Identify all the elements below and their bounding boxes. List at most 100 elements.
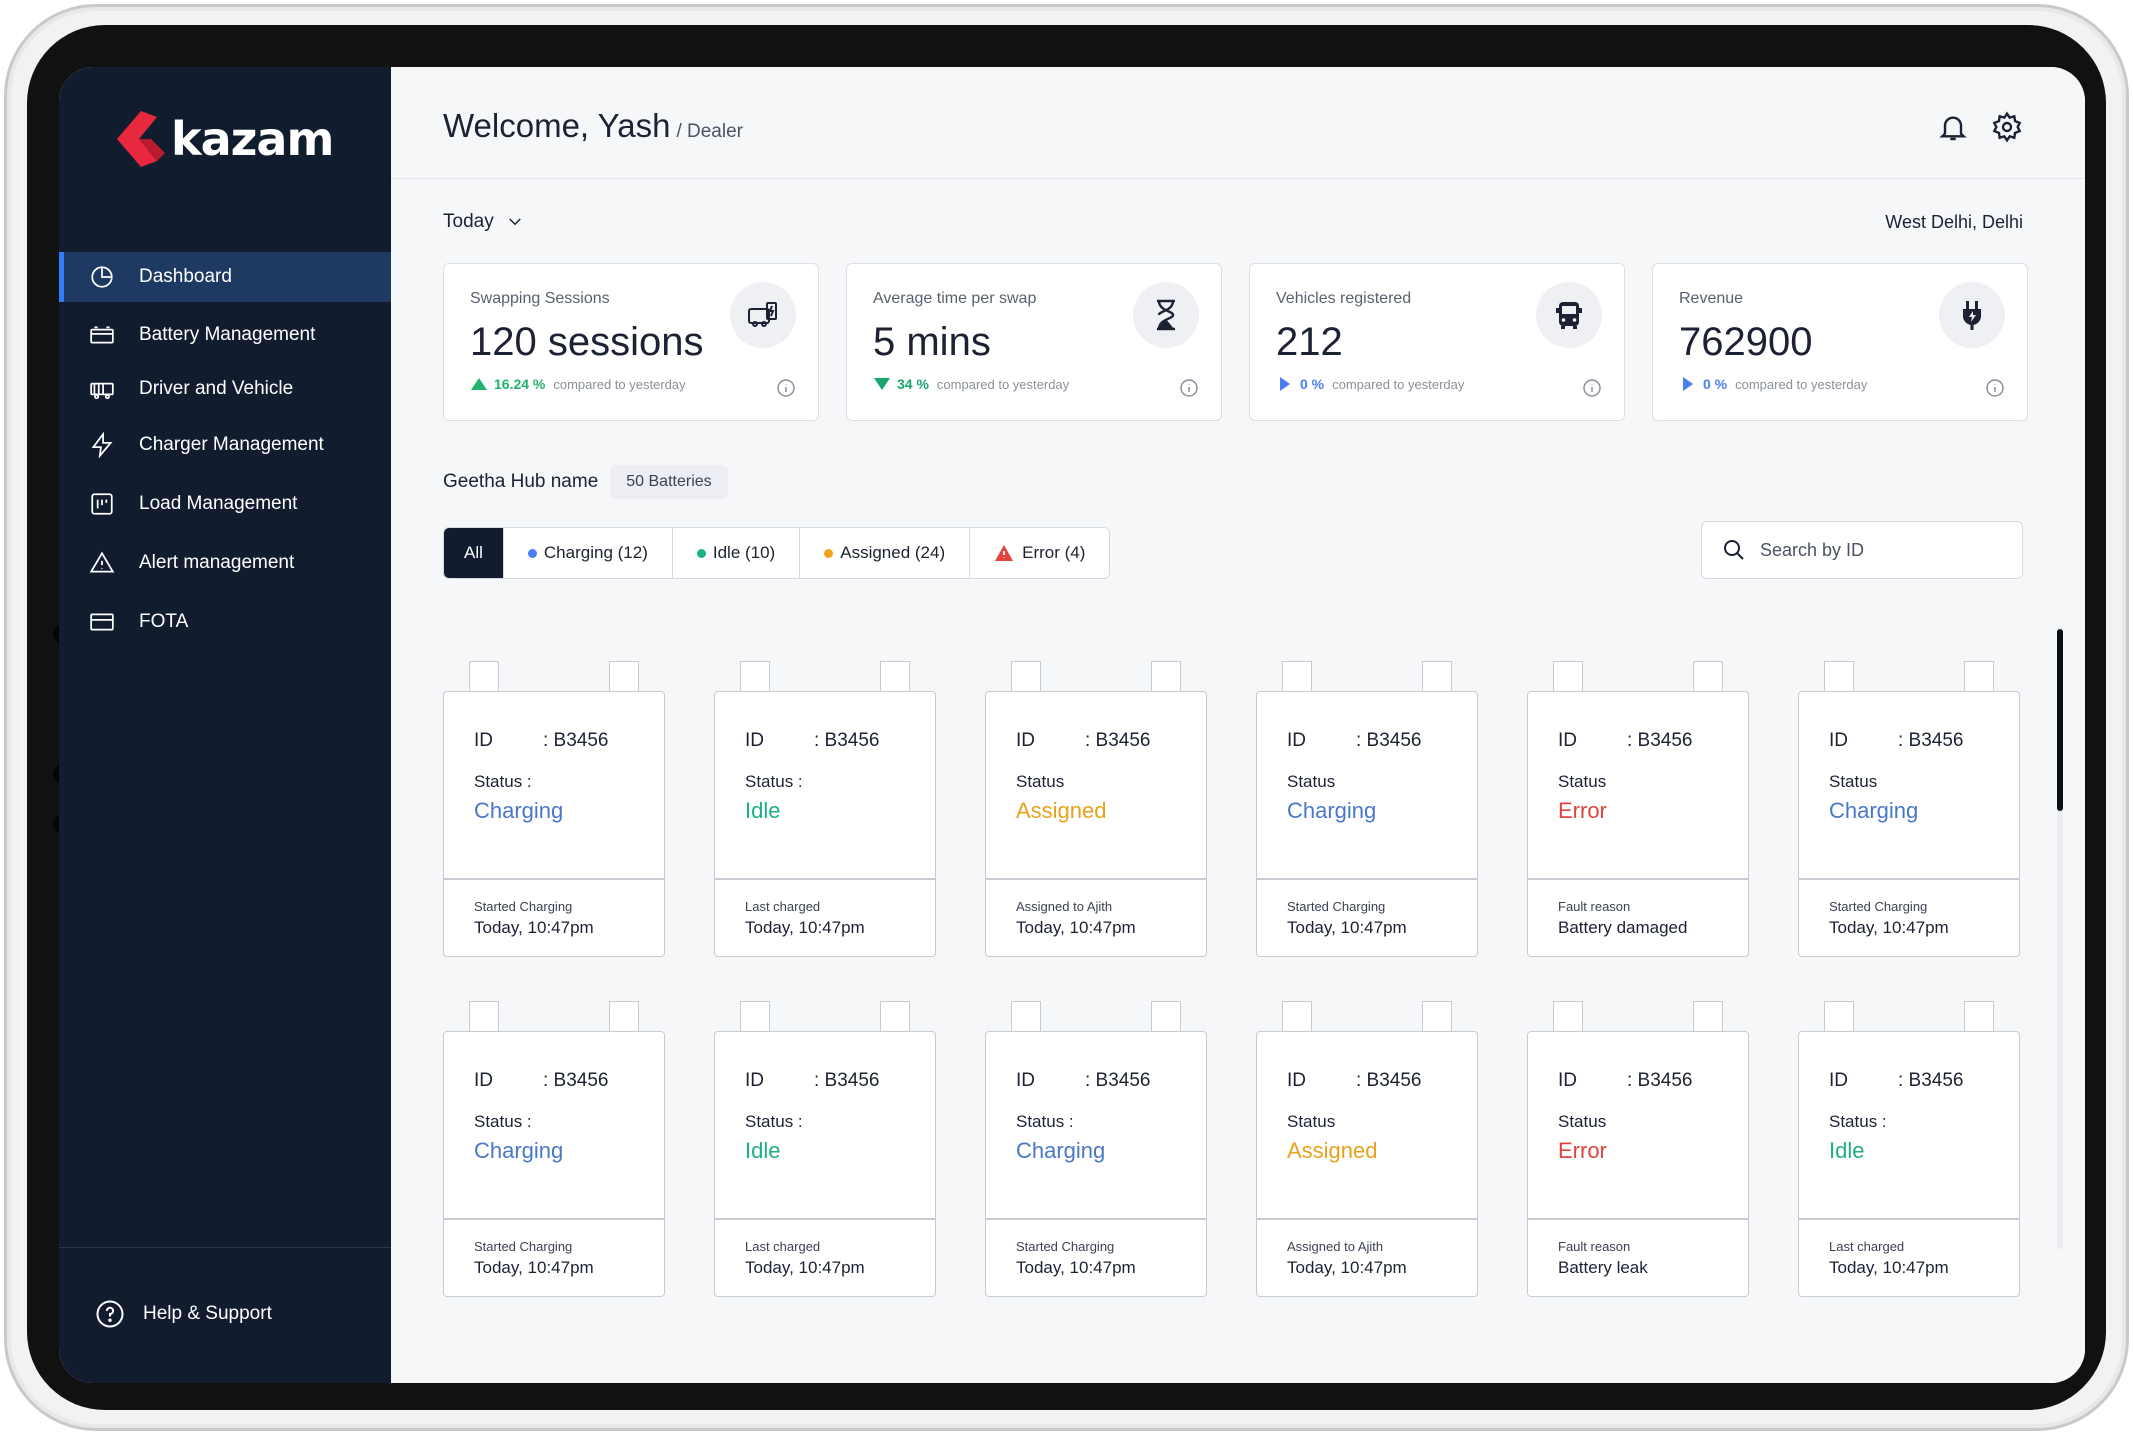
battery-id-row: ID: B3456 [474,1070,609,1092]
charging-dot-icon [527,548,537,558]
battery-card[interactable]: ID: B3456 Status : Charging Started Chargin… [985,1001,1207,1297]
info-icon[interactable] [776,378,796,398]
status-filter-tabs: All Charging (12) Idle (10) Assigned (24… [443,527,1111,579]
battery-card[interactable]: ID: B3456 Status Error Fault reason Battery … [1527,661,1749,957]
filter-label: Charging (12) [543,543,648,562]
filter-label: Error (4) [1022,543,1086,562]
stat-value: 120 sessions [470,320,704,364]
sidebar-item-fota[interactable]: FOTA [59,597,391,647]
battery-status: Assigned [1016,798,1107,823]
battery-status-label: Status [1016,772,1065,791]
filter-assigned[interactable]: Assigned (24) [800,528,971,578]
battery-terminal [1011,661,1041,693]
battery-id: : B3456 [1627,1070,1693,1091]
filter-idle[interactable]: Idle (10) [673,528,801,578]
battery-status: Idle [1829,1138,1865,1163]
battery-terminal [1964,661,1994,693]
battery-card[interactable]: ID: B3456 Status : Idle Last charged Today, … [1798,1001,2020,1297]
battery-id-label: ID [1829,730,1848,751]
battery-foot-label: Assigned to Ajith [1016,899,1113,914]
battery-status-label: Status : [1829,1112,1887,1131]
battery-foot-label: Started Charging [1829,899,1928,914]
filter-error[interactable]: Error (4) [970,528,1109,578]
stat-card-average-swap-time: Average time per swap 5 mins 34 % compar… [846,263,1222,421]
battery-id-label: ID [474,730,493,751]
filter-all[interactable]: All [444,528,504,578]
battery-card[interactable]: ID: B3456 Status : Idle Last charged Today, … [714,1001,936,1297]
battery-status: Charging [474,798,564,823]
battery-info: ID: B3456 Status Assigned [1257,1032,1477,1220]
scrollbar-thumb[interactable] [2057,629,2063,811]
battery-body: ID: B3456 Status Charging Started Charging T… [1798,691,2020,957]
app-screen: kazam Dashboard Battery Management [59,67,2085,1383]
battery-card[interactable]: ID: B3456 Status Charging Started Charging T… [1798,661,2020,957]
battery-id: : B3456 [1627,730,1693,751]
header-actions [1937,111,2023,143]
stat-label: Swapping Sessions [470,290,610,307]
info-icon[interactable] [1985,378,2005,398]
sidebar-item-load-management[interactable]: Load Management [59,479,391,529]
battery-id-label: ID [745,730,764,751]
battery-id-row: ID: B3456 [1287,1070,1422,1092]
battery-id-row: ID: B3456 [1558,1070,1693,1092]
battery-status: Charging [474,1138,564,1163]
filter-charging[interactable]: Charging (12) [504,528,673,578]
battery-card[interactable]: ID: B3456 Status Assigned Assigned to Ajith… [1256,1001,1478,1297]
battery-foot-value: Today, 10:47pm [1829,1258,1949,1277]
period-dropdown[interactable]: Today [443,211,524,233]
battery-foot-value: Today, 10:47pm [474,1258,594,1277]
sidebar-divider [59,1247,391,1248]
brand-name: kazam [171,112,334,166]
help-support-link[interactable]: Help & Support [95,1299,272,1329]
sidebar-item-driver-vehicle[interactable]: Driver and Vehicle [59,364,391,414]
brand-logo[interactable]: kazam [111,107,334,171]
battery-id-label: ID [1016,730,1035,751]
battery-terminal [740,661,770,693]
filter-label: Assigned (24) [840,543,946,562]
stat-label: Average time per swap [873,290,1037,307]
battery-card[interactable]: ID: B3456 Status Assigned Assigned to Ajith… [985,661,1207,957]
info-icon[interactable] [1179,378,1199,398]
stats-row: Swapping Sessions 120 sessions 16.24 % c… [443,263,2028,421]
battery-status-label: Status [1287,772,1336,791]
battery-card[interactable]: ID: B3456 Status Charging Started Charging T… [1256,661,1478,957]
battery-terminal [1422,1001,1452,1033]
sidebar-item-dashboard[interactable]: Dashboard [59,252,391,302]
battery-body: ID: B3456 Status Assigned Assigned to Ajith… [985,691,1207,957]
battery-id-row: ID: B3456 [1287,730,1422,752]
battery-terminal [880,1001,910,1033]
battery-foot-value: Today, 10:47pm [474,918,594,937]
plug-icon [1939,282,2005,348]
search-input[interactable] [1760,539,2000,561]
battery-body: ID: B3456 Status Error Fault reason Battery … [1527,1031,1749,1297]
battery-info: ID: B3456 Status : Idle [1799,1032,2019,1220]
sidebar-item-alert-management[interactable]: Alert management [59,538,391,588]
assigned-dot-icon [824,548,834,558]
battery-terminal [1151,1001,1181,1033]
battery-body: ID: B3456 Status Error Fault reason Battery … [1527,691,1749,957]
battery-card[interactable]: ID: B3456 Status : Charging Started Chargin… [443,661,665,957]
battery-id-label: ID [1016,1070,1035,1091]
scrollbar[interactable] [2057,629,2063,1249]
battery-foot-value: Today, 10:47pm [1016,1258,1136,1277]
stat-trend-compare: compared to yesterday [1332,376,1465,392]
stat-trend: 0 % compared to yesterday [1679,376,1867,392]
search-icon [1724,540,1744,560]
vehicle-icon [87,374,117,404]
hub-heading: Geetha Hub name 50 Batteries [443,465,728,499]
sidebar-item-battery-management[interactable]: Battery Management [59,310,391,360]
search-box [1701,521,2023,579]
battery-foot-label: Started Charging [1287,899,1386,914]
battery-card[interactable]: ID: B3456 Status Error Fault reason Battery … [1527,1001,1749,1297]
info-icon[interactable] [1582,378,1602,398]
battery-status-label: Status : [745,1112,803,1131]
battery-body: ID: B3456 Status : Idle Last charged Today, … [1798,1031,2020,1297]
sidebar-item-charger-management[interactable]: Charger Management [59,420,391,470]
bell-icon[interactable] [1937,111,1969,143]
battery-info: ID: B3456 Status Charging [1799,692,2019,880]
gear-icon[interactable] [1991,111,2023,143]
battery-card[interactable]: ID: B3456 Status : Charging Started Chargin… [443,1001,665,1297]
battery-terminal [469,1001,499,1033]
battery-foot-value: Today, 10:47pm [1829,918,1949,937]
battery-card[interactable]: ID: B3456 Status : Idle Last charged Today, … [714,661,936,957]
